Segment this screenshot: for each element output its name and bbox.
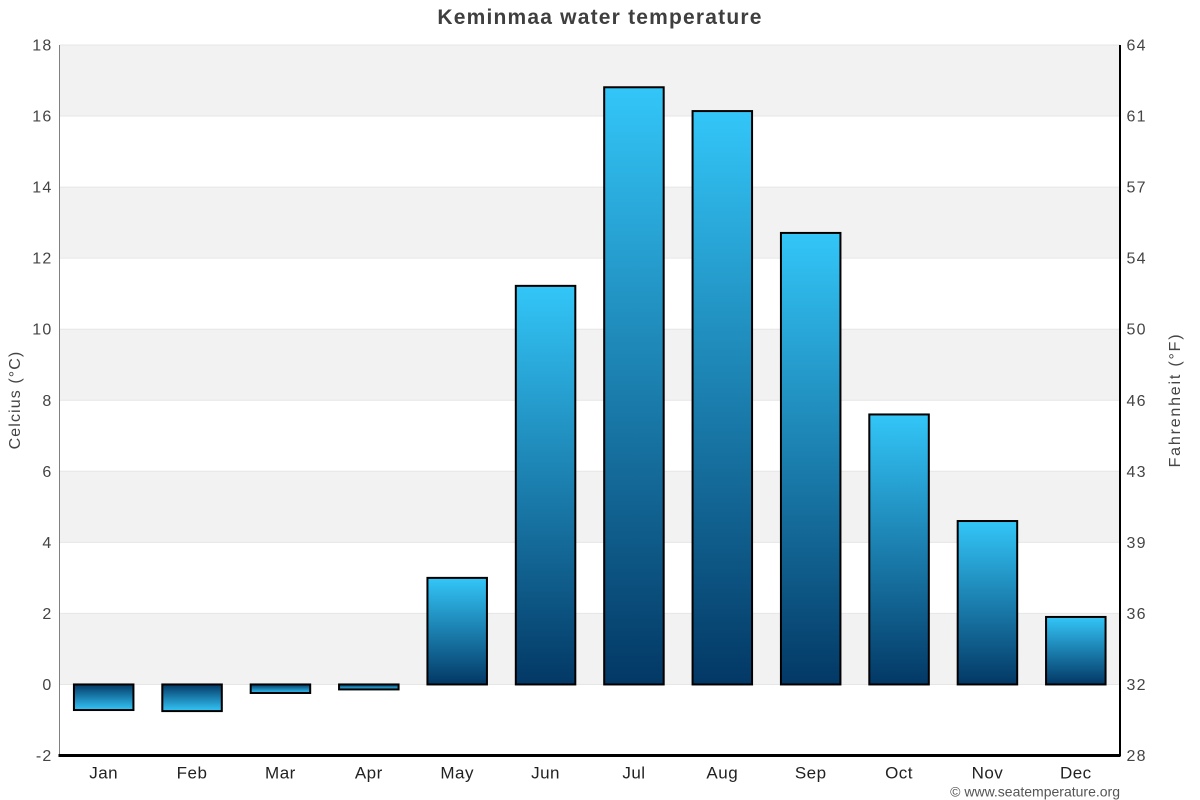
svg-text:© www.seatemperature.org: © www.seatemperature.org [950,784,1120,800]
svg-text:10: 10 [32,322,52,339]
svg-text:Jan: Jan [89,764,118,783]
svg-text:Celcius (°C): Celcius (°C) [7,351,24,450]
svg-text:Aug: Aug [706,764,738,783]
svg-text:46: 46 [1127,393,1147,410]
svg-text:Mar: Mar [265,764,296,783]
svg-text:64: 64 [1127,38,1147,55]
svg-text:-2: -2 [36,748,53,765]
svg-text:4: 4 [42,535,52,552]
svg-text:6: 6 [42,464,52,481]
svg-text:28: 28 [1127,748,1147,765]
svg-text:32: 32 [1127,677,1147,694]
svg-text:Keminmaa water temperature: Keminmaa water temperature [437,6,762,29]
svg-text:Feb: Feb [177,764,208,783]
svg-text:39: 39 [1127,535,1147,552]
svg-text:57: 57 [1127,180,1147,197]
svg-text:50: 50 [1127,322,1147,339]
svg-text:May: May [440,764,474,783]
svg-text:14: 14 [32,180,52,197]
svg-text:Dec: Dec [1060,764,1092,783]
svg-text:2: 2 [42,606,52,623]
svg-text:43: 43 [1127,464,1147,481]
svg-text:Sep: Sep [795,764,827,783]
svg-text:16: 16 [32,109,52,126]
svg-text:12: 12 [32,251,52,268]
svg-text:Jun: Jun [531,764,560,783]
svg-text:Nov: Nov [972,764,1004,783]
svg-text:Oct: Oct [885,764,913,783]
svg-text:0: 0 [42,677,52,694]
svg-text:Jul: Jul [622,764,645,783]
svg-text:54: 54 [1127,251,1147,268]
svg-text:36: 36 [1127,606,1147,623]
svg-text:61: 61 [1127,109,1147,126]
svg-text:8: 8 [42,393,52,410]
svg-text:Fahrenheit (°F): Fahrenheit (°F) [1167,333,1184,468]
svg-text:Apr: Apr [355,764,383,783]
svg-text:18: 18 [32,38,52,55]
